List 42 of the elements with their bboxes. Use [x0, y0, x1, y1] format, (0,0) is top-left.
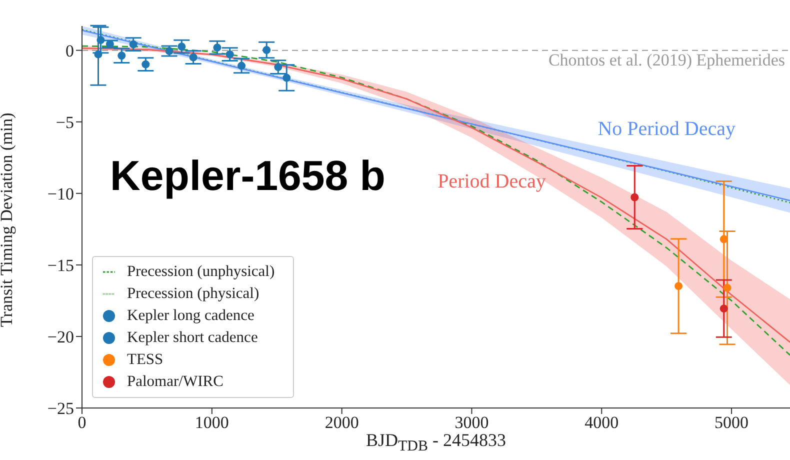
point — [723, 284, 732, 292]
point — [213, 44, 222, 52]
x-tick-label: 1000 — [194, 413, 229, 432]
series-label: No Period Decay — [598, 118, 736, 140]
ref-line-label: Chontos et al. (2019) Ephemerides — [548, 50, 785, 70]
point — [165, 47, 174, 56]
legend-label: Precession (physical) — [127, 285, 260, 302]
legend-label: Palomar/WIRC — [127, 373, 224, 390]
y-tick-label: −10 — [47, 184, 74, 204]
legend-label: Kepler long cadence — [127, 307, 254, 324]
x-tick-label: 4000 — [584, 413, 619, 432]
y-tick-label: 0 — [66, 41, 74, 60]
point — [674, 282, 683, 290]
y-tick-label: −20 — [47, 328, 74, 346]
legend-label: Precession (unphysical) — [127, 263, 275, 280]
y-axis-title: Transit Timing Deviation (min) — [0, 112, 16, 327]
point — [630, 193, 639, 202]
point — [238, 62, 246, 70]
y-tick-label: −25 — [47, 399, 74, 418]
legend-label: Kepler short cadence — [127, 329, 258, 346]
point — [274, 63, 282, 72]
annotation: Kepler-1658 b — [110, 152, 386, 200]
legend-label: TESS — [127, 351, 164, 368]
point — [118, 52, 126, 60]
series-label: Period Decay — [438, 170, 546, 193]
x-axis-title: BJD$_{TDB}$ - 2454833 — [366, 430, 506, 455]
point — [720, 304, 728, 313]
y-tick-label: −5 — [56, 112, 74, 132]
point — [129, 40, 138, 48]
point — [178, 42, 186, 51]
point — [189, 53, 198, 62]
point — [142, 60, 150, 68]
x-tick-label: 5000 — [714, 413, 749, 432]
point — [94, 50, 102, 58]
y-tick-label: −15 — [47, 256, 74, 275]
point — [96, 36, 105, 44]
x-tick-label: 2000 — [324, 413, 359, 432]
point — [282, 74, 291, 82]
x-tick-label: 0 — [78, 413, 86, 432]
point — [262, 46, 271, 54]
point — [226, 50, 234, 58]
x-tick-label: 3000 — [454, 413, 489, 432]
